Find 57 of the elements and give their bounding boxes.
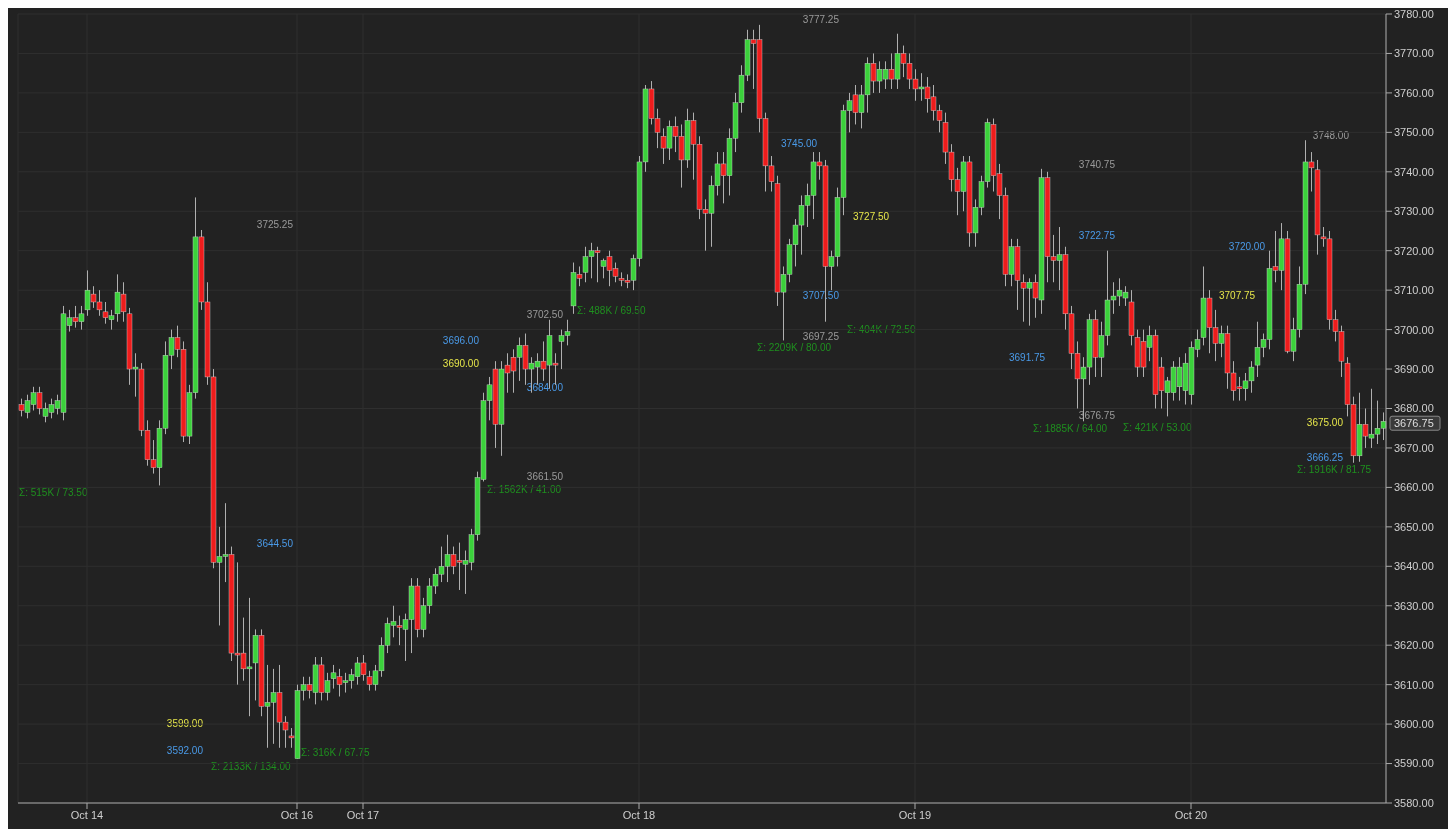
x-tick-label: Oct 14 <box>70 808 104 821</box>
annotation: 3748.00 <box>1312 129 1350 141</box>
annotation: Σ: 1562K / 41.00 <box>487 483 562 495</box>
annotation: Σ: 1916K / 81.75 <box>1297 464 1372 476</box>
y-tick-label: 3740.00 <box>1394 165 1434 178</box>
annotation: 3691.75 <box>1009 352 1046 364</box>
y-tick-label: 3670.00 <box>1394 441 1434 454</box>
annotation: 3745.00 <box>781 138 818 150</box>
x-tick-label: Oct 20 <box>1174 808 1208 821</box>
annotation: Σ: 316K / 67.75 <box>301 746 370 758</box>
annotation: 3666.25 <box>1306 452 1344 464</box>
annotation: 3592.00 <box>166 744 204 756</box>
annotation: 3696.00 <box>442 334 480 346</box>
y-tick-label: 3780.00 <box>1394 7 1434 20</box>
annotation: Σ: 2209K / 80.00 <box>757 341 832 353</box>
y-tick-label: 3680.00 <box>1394 402 1434 415</box>
x-tick-label: Oct 17 <box>346 808 380 821</box>
y-tick-label: 3600.00 <box>1394 718 1434 731</box>
x-tick-label: Oct 18 <box>622 808 656 821</box>
y-tick-label: 3750.00 <box>1394 126 1434 139</box>
y-tick-label: 3590.00 <box>1394 757 1434 770</box>
y-tick-label: 3770.00 <box>1394 47 1434 60</box>
y-tick-label: 3760.00 <box>1394 86 1434 99</box>
y-tick-label: 3580.00 <box>1394 796 1434 809</box>
y-tick-label: 3720.00 <box>1394 244 1434 257</box>
y-tick-label: 3630.00 <box>1394 599 1434 612</box>
x-tick-label: Oct 19 <box>898 808 932 821</box>
annotation: 3707.75 <box>1219 289 1256 301</box>
y-tick-label: 3620.00 <box>1394 639 1434 652</box>
annotation: 3722.75 <box>1078 229 1116 241</box>
text: 3676.75 <box>1394 417 1434 430</box>
annotation: Σ: 1885K / 64.00 <box>1033 423 1108 435</box>
annotation: 3702.50 <box>526 309 564 321</box>
annotation: 3644.50 <box>256 537 294 549</box>
annotation: 3690.00 <box>442 358 480 370</box>
y-tick-label: 3640.00 <box>1394 560 1434 573</box>
annotation: 3599.00 <box>166 718 204 730</box>
y-tick-label: 3610.00 <box>1394 678 1434 691</box>
annotation: 3720.00 <box>1228 240 1266 252</box>
y-tick-label: 3660.00 <box>1394 481 1434 494</box>
annotation: 3697.25 <box>802 330 840 342</box>
annotation: Σ: 488K / 69.50 <box>577 305 646 317</box>
annotation: 3725.25 <box>256 218 294 230</box>
annotation: 3777.25 <box>802 13 840 25</box>
x-tick-label: Oct 16 <box>280 808 314 821</box>
annotation: 3661.50 <box>526 471 564 483</box>
annotation: 3727.50 <box>853 211 890 223</box>
y-tick-label: 3710.00 <box>1394 284 1434 297</box>
y-tick-label: 3650.00 <box>1394 520 1434 533</box>
y-tick-label: 3700.00 <box>1394 323 1434 336</box>
annotation: Σ: 421K / 53.00 <box>1123 422 1192 434</box>
y-tick-label: 3690.00 <box>1394 362 1434 375</box>
y-tick-label: 3730.00 <box>1394 205 1434 218</box>
annotation: 3740.75 <box>1078 159 1116 171</box>
annotation: Σ: 515K / 73.50 <box>19 486 88 498</box>
annotation: Σ: 404K / 72.50 <box>847 323 916 335</box>
annotation: 3675.00 <box>1306 417 1344 429</box>
